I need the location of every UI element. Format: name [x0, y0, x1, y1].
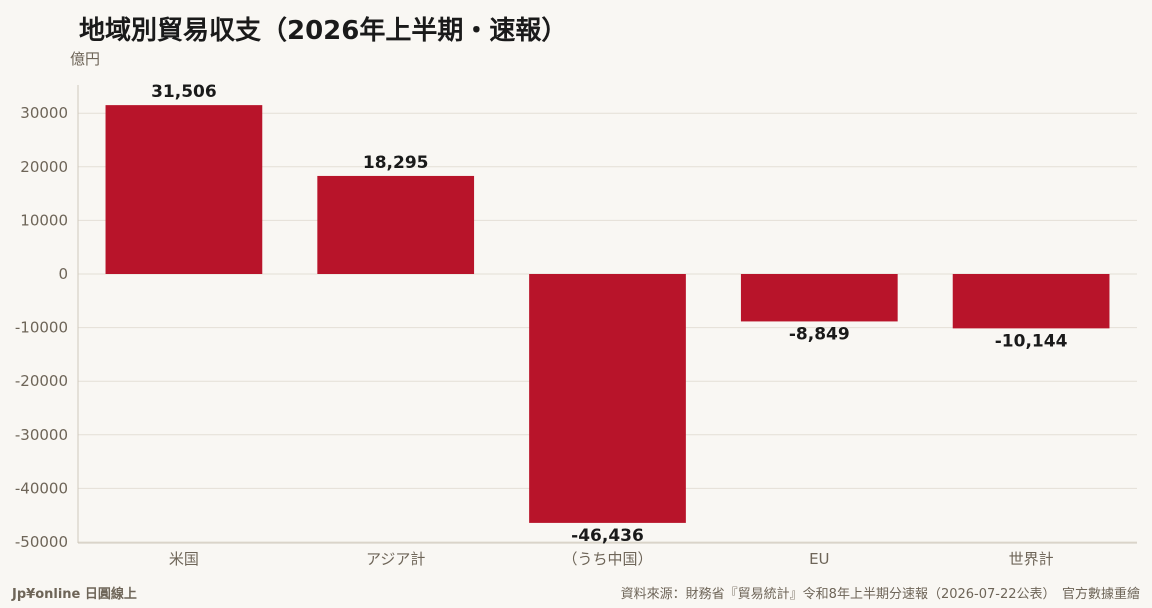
y-tick-label: 0 [58, 265, 68, 283]
data-label: 18,295 [363, 153, 429, 173]
x-tick-label: 米国 [169, 550, 199, 568]
y-tick-label: 30000 [20, 104, 68, 122]
bar-1 [105, 105, 263, 274]
data-label: -46,436 [571, 526, 644, 546]
x-tick-label: （うち中国） [562, 550, 652, 568]
bar-3 [529, 274, 686, 523]
bar-4 [740, 274, 898, 322]
y-tick-label: 10000 [20, 211, 68, 229]
x-tick-label: 世界計 [1009, 550, 1054, 568]
data-label: -8,849 [789, 324, 850, 344]
brand-label: Jp¥online 日圓線上 [12, 587, 137, 602]
data-label: -10,144 [995, 331, 1068, 351]
y-tick-label: -30000 [15, 426, 68, 444]
bar-5 [952, 274, 1110, 329]
y-axis-unit-label: 億円 [70, 50, 101, 68]
chart-title: 地域別貿易収支（2026年上半期・速報） [79, 16, 568, 46]
source-note: 資料來源：財務省『貿易統計』令和8年上半期分速報（2026-07-22公表） 官… [620, 587, 1140, 602]
y-tick-label: -50000 [15, 533, 68, 551]
y-tick-label: -20000 [15, 372, 68, 390]
x-tick-label: EU [809, 550, 829, 568]
y-tick-label: 20000 [20, 158, 68, 176]
data-label: 31,506 [151, 82, 217, 102]
bar-2 [317, 175, 475, 274]
y-tick-label: -10000 [15, 319, 68, 337]
y-tick-label: -40000 [15, 479, 68, 497]
x-tick-label: アジア計 [366, 550, 425, 568]
